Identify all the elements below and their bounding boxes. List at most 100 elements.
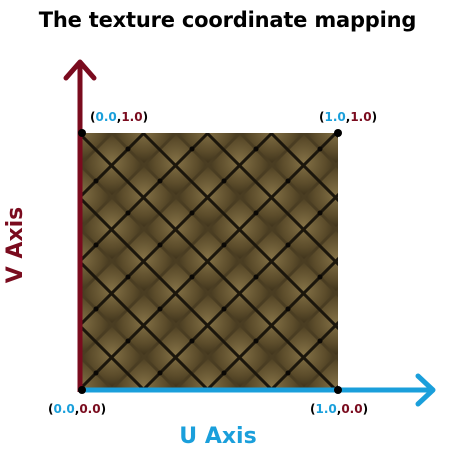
v-axis-arrowhead <box>63 59 97 81</box>
grout-rivet <box>157 370 163 376</box>
grout-rivet <box>189 146 195 152</box>
stone-tile <box>178 39 238 99</box>
grout-rivet <box>253 338 259 344</box>
stone-tile <box>114 423 174 456</box>
texture-grout-lines <box>80 133 455 390</box>
grout-rivet <box>317 210 323 216</box>
corner-dot-bottom-right <box>334 386 342 394</box>
grout-rivet <box>93 178 99 184</box>
stone-tile <box>178 359 238 390</box>
grout-rivet <box>157 242 163 248</box>
stone-tile <box>210 71 270 131</box>
stone-tile <box>0 359 46 419</box>
grout-rivet <box>317 274 323 280</box>
coord-label-bottom-right: (1.0,0.0) <box>310 402 368 416</box>
coord-label-top-right: (1.0,1.0) <box>319 110 377 124</box>
grout-rivet <box>285 370 291 376</box>
stone-tile <box>242 359 302 390</box>
stone-tile <box>0 103 46 163</box>
stone-tile <box>80 231 110 291</box>
grout-rivet <box>221 242 227 248</box>
grout-rivet <box>93 370 99 376</box>
grout-rivet <box>125 274 131 280</box>
stone-tile <box>370 39 430 99</box>
stone-tile <box>338 263 398 323</box>
grout-rivet <box>253 274 259 280</box>
grout-line <box>333 384 338 390</box>
grout-rivet <box>285 242 291 248</box>
grout-line <box>399 133 455 390</box>
stone-tile <box>306 39 366 99</box>
grout-line <box>333 133 338 139</box>
stone-tile <box>370 295 430 355</box>
stone-tile <box>80 295 110 355</box>
grout-line <box>80 133 274 328</box>
stone-tile <box>338 327 398 387</box>
grout-line <box>80 259 210 390</box>
grout-rivet <box>93 242 99 248</box>
stone-tile <box>338 135 398 195</box>
grout-rivet <box>125 146 131 152</box>
stone-tile <box>242 39 302 99</box>
grout-rivet <box>189 210 195 216</box>
grout-line <box>80 133 146 200</box>
stone-tile <box>274 391 334 451</box>
coord-label-top-left: (0.0,1.0) <box>90 110 148 124</box>
stone-tile <box>50 423 110 456</box>
stone-tile <box>114 359 174 390</box>
grout-line <box>80 323 146 390</box>
stone-tile <box>0 39 46 99</box>
stone-tile <box>306 295 338 355</box>
stone-tile-texture <box>0 39 455 456</box>
grout-rivet <box>285 306 291 312</box>
grout-rivet <box>157 306 163 312</box>
grout-line <box>141 192 338 390</box>
grout-line <box>80 133 338 390</box>
stone-tile <box>338 199 398 259</box>
stone-tile <box>114 39 174 99</box>
v-axis-label: V Axis <box>3 207 28 284</box>
grout-rivet <box>317 146 323 152</box>
corner-dot-bottom-left <box>78 386 86 394</box>
grout-rivet <box>285 178 291 184</box>
grout-rivet <box>157 178 163 184</box>
stone-tile <box>306 167 338 227</box>
stone-tile <box>0 295 46 355</box>
stone-tile <box>178 133 238 163</box>
u-axis-arrowhead <box>415 373 436 407</box>
u-axis <box>80 373 436 407</box>
stone-tile <box>18 71 78 131</box>
stone-tile <box>370 103 430 163</box>
stone-tile <box>242 133 302 163</box>
stone-tile <box>18 327 78 387</box>
grout-rivet <box>189 274 195 280</box>
stone-tile <box>18 391 78 451</box>
grout-line <box>80 133 210 264</box>
v-axis <box>63 59 97 392</box>
grout-line <box>399 133 455 390</box>
u-axis-label: U Axis <box>179 424 256 449</box>
stone-tile <box>80 167 110 227</box>
stone-tile <box>370 423 430 456</box>
grout-rivet <box>221 370 227 376</box>
grout-rivet <box>253 146 259 152</box>
grout-rivet <box>93 306 99 312</box>
grout-line <box>205 256 338 390</box>
stone-tile <box>370 167 430 227</box>
stone-tile <box>0 423 46 456</box>
stone-tile <box>370 231 430 291</box>
grout-rivet <box>221 306 227 312</box>
stone-tile <box>306 231 338 291</box>
grout-line <box>269 320 338 390</box>
grout-line <box>269 133 338 203</box>
coord-label-bottom-left: (0.0,0.0) <box>48 402 106 416</box>
stone-tile <box>114 133 174 163</box>
grout-rivet <box>189 338 195 344</box>
stone-tile <box>82 391 142 451</box>
grout-rivet <box>317 338 323 344</box>
grout-rivet <box>125 210 131 216</box>
grout-rivet <box>125 338 131 344</box>
stone-tile <box>338 391 398 451</box>
grout-rivet <box>253 210 259 216</box>
